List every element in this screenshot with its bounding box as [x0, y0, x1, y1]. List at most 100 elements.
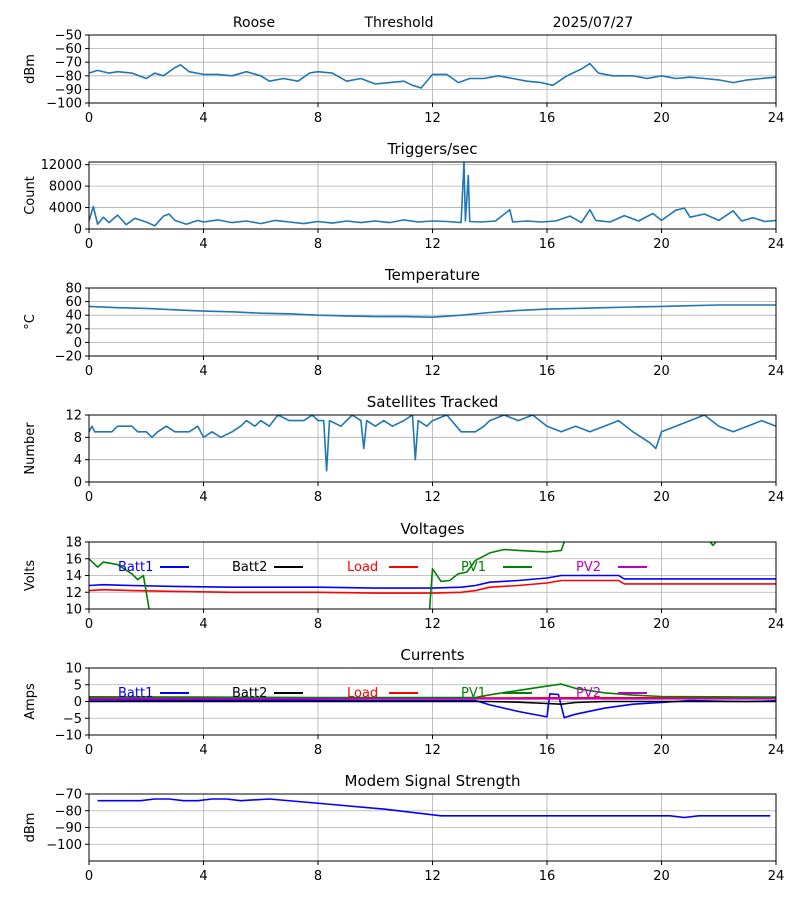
y-tick-label: 20 [65, 322, 82, 337]
y-tick-label: 12 [65, 409, 82, 424]
x-tick-label: 8 [314, 869, 322, 884]
x-tick-label: 12 [424, 869, 441, 884]
x-tick-label: 12 [424, 364, 441, 379]
x-tick-label: 8 [314, 490, 322, 505]
x-tick-label: 24 [768, 111, 785, 126]
y-tick-label: 12 [65, 586, 82, 601]
series-line-0 [89, 62, 776, 89]
x-tick-label: 24 [768, 237, 785, 252]
legend-label: PV2 [576, 560, 601, 575]
series-line-batt1 [89, 574, 776, 589]
x-tick-label: 0 [85, 617, 93, 632]
x-tick-label: 12 [424, 237, 441, 252]
series-line-pv1 [89, 542, 717, 609]
legend-label: Batt2 [232, 686, 267, 701]
y-tick-label: −5 [63, 712, 82, 727]
y-tick-label: 60 [65, 295, 82, 310]
y-axis-label: Volts [23, 560, 38, 592]
x-tick-label: 20 [653, 490, 670, 505]
x-tick-label: 8 [314, 237, 322, 252]
legend-label: PV1 [461, 686, 486, 701]
y-tick-label: 4 [74, 453, 82, 468]
series-line-batt1 [89, 693, 776, 719]
y-tick-label: 14 [65, 569, 82, 584]
x-tick-label: 0 [85, 237, 93, 252]
x-tick-label: 8 [314, 617, 322, 632]
x-tick-label: 20 [653, 869, 670, 884]
panel-title: Currents [400, 646, 464, 664]
legend-label: Batt1 [118, 560, 153, 575]
series-line-0 [97, 798, 771, 819]
x-tick-label: 0 [85, 111, 93, 126]
y-tick-label: −10 [55, 729, 82, 744]
legend-label: PV1 [461, 560, 486, 575]
y-tick-label: 10 [65, 662, 82, 677]
x-tick-label: 24 [768, 743, 785, 758]
x-tick-label: 20 [653, 364, 670, 379]
panel-title: Modem Signal Strength [345, 772, 521, 790]
x-tick-label: 16 [539, 869, 556, 884]
y-tick-label: 0 [74, 336, 82, 351]
x-tick-label: 16 [539, 237, 556, 252]
series-line-batt2 [89, 700, 776, 705]
x-tick-label: 8 [314, 743, 322, 758]
y-axis-label: Count [23, 176, 38, 215]
x-tick-label: 4 [199, 490, 207, 505]
x-tick-label: 0 [85, 743, 93, 758]
panel-title: Triggers/sec [387, 140, 478, 158]
series-line-pv1 [89, 683, 776, 699]
mode-label: Threshold [364, 15, 434, 31]
x-tick-label: 16 [539, 617, 556, 632]
x-tick-label: 24 [768, 490, 785, 505]
y-axis-label: °C [23, 314, 38, 330]
x-tick-label: 12 [424, 111, 441, 126]
y-tick-label: 4000 [49, 201, 82, 216]
x-tick-label: 16 [539, 743, 556, 758]
y-tick-label: −60 [55, 42, 82, 57]
station-label: Roose [233, 15, 275, 31]
y-tick-label: 0 [74, 695, 82, 710]
x-tick-label: 20 [653, 111, 670, 126]
legend-label: Batt2 [232, 560, 267, 575]
x-tick-label: 0 [85, 490, 93, 505]
x-tick-label: 20 [653, 743, 670, 758]
y-tick-label: −50 [55, 29, 82, 44]
x-tick-label: 20 [653, 617, 670, 632]
legend-label: Load [347, 560, 378, 575]
date-label: 2025/07/27 [553, 15, 634, 31]
panel-title: Temperature [384, 266, 480, 284]
y-tick-label: 0 [74, 223, 82, 238]
y-tick-label: −70 [55, 56, 82, 71]
y-tick-label: 8000 [49, 180, 82, 195]
x-tick-label: 4 [199, 111, 207, 126]
x-tick-label: 16 [539, 111, 556, 126]
y-tick-label: 8 [74, 431, 82, 446]
legend-label: PV2 [576, 686, 601, 701]
x-tick-label: 24 [768, 364, 785, 379]
x-tick-label: 20 [653, 237, 670, 252]
y-tick-label: 80 [65, 282, 82, 297]
x-tick-label: 4 [199, 364, 207, 379]
y-tick-label: −80 [55, 69, 82, 84]
y-tick-label: −20 [55, 350, 82, 365]
panel-0: 0 4 8 12 16 20 24 −100−90−80−70−60−50 dBm [23, 29, 784, 127]
x-tick-label: 24 [768, 617, 785, 632]
y-axis-label: dBm [23, 813, 38, 843]
y-tick-label: −80 [55, 804, 82, 819]
y-tick-label: −90 [55, 83, 82, 98]
x-tick-label: 0 [85, 364, 93, 379]
y-tick-label: 40 [65, 309, 82, 324]
x-tick-label: 8 [314, 111, 322, 126]
x-tick-label: 24 [768, 869, 785, 884]
series-line-0 [89, 415, 776, 472]
x-tick-label: 12 [424, 490, 441, 505]
y-tick-label: 16 [65, 552, 82, 567]
panel-title: Satellites Tracked [367, 393, 498, 411]
y-tick-label: −100 [46, 838, 82, 853]
series-line-0 [89, 304, 776, 318]
x-tick-label: 4 [199, 617, 207, 632]
x-tick-label: 16 [539, 490, 556, 505]
series-line-0 [89, 162, 776, 227]
x-tick-label: 0 [85, 869, 93, 884]
legend-label: Load [347, 686, 378, 701]
